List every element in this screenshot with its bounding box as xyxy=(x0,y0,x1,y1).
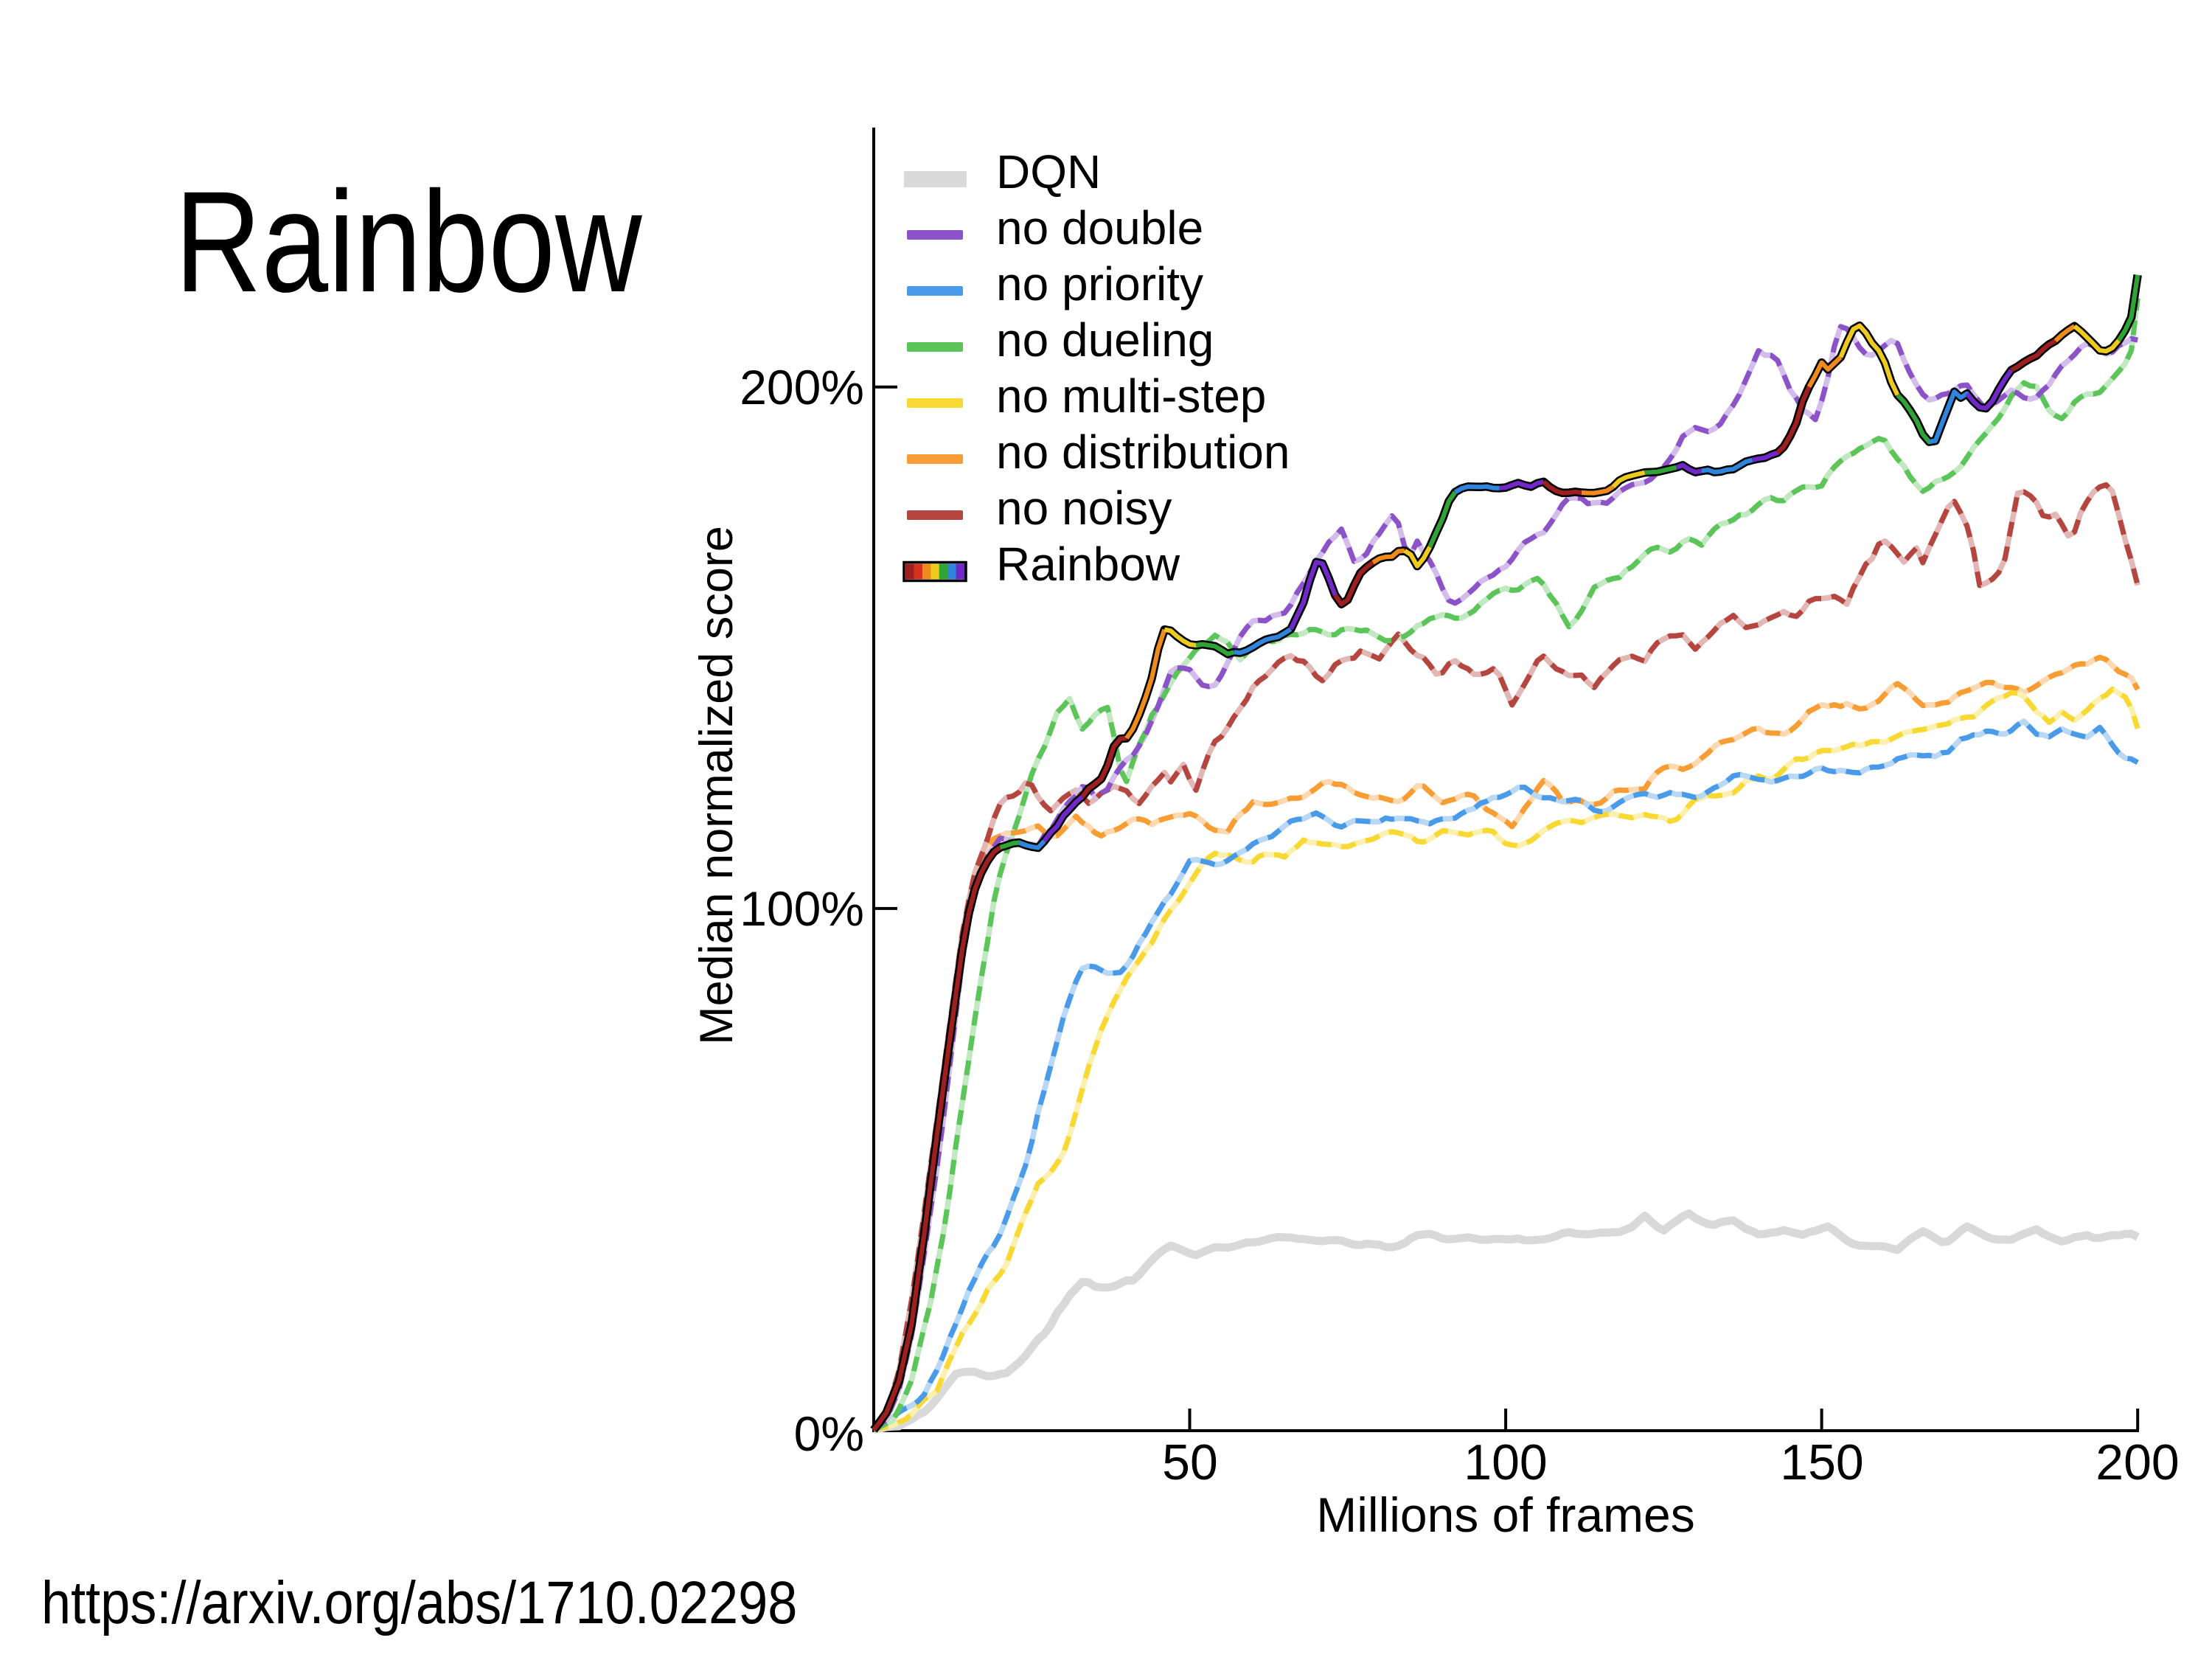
svg-text:no multi-step: no multi-step xyxy=(996,369,1266,423)
svg-text:200: 200 xyxy=(2096,1434,2179,1490)
svg-text:Rainbow: Rainbow xyxy=(175,162,643,322)
svg-text:200%: 200% xyxy=(740,360,864,414)
svg-text:no dueling: no dueling xyxy=(996,313,1214,367)
svg-text:https://arxiv.org/abs/1710.022: https://arxiv.org/abs/1710.02298 xyxy=(41,1569,797,1636)
svg-text:50: 50 xyxy=(1162,1434,1218,1490)
svg-text:Millions of frames: Millions of frames xyxy=(1316,1487,1694,1542)
svg-text:no distribution: no distribution xyxy=(996,426,1290,479)
svg-text:0%: 0% xyxy=(794,1406,864,1461)
svg-text:100%: 100% xyxy=(740,881,864,936)
svg-text:100: 100 xyxy=(1464,1434,1547,1490)
svg-text:DQN: DQN xyxy=(996,145,1101,198)
svg-text:Rainbow: Rainbow xyxy=(996,538,1180,591)
svg-text:150: 150 xyxy=(1780,1434,1863,1490)
svg-text:no noisy: no noisy xyxy=(996,482,1172,535)
svg-text:Median normalized score: Median normalized score xyxy=(691,526,742,1045)
svg-text:no priority: no priority xyxy=(996,257,1203,310)
svg-text:no double: no double xyxy=(996,201,1203,254)
